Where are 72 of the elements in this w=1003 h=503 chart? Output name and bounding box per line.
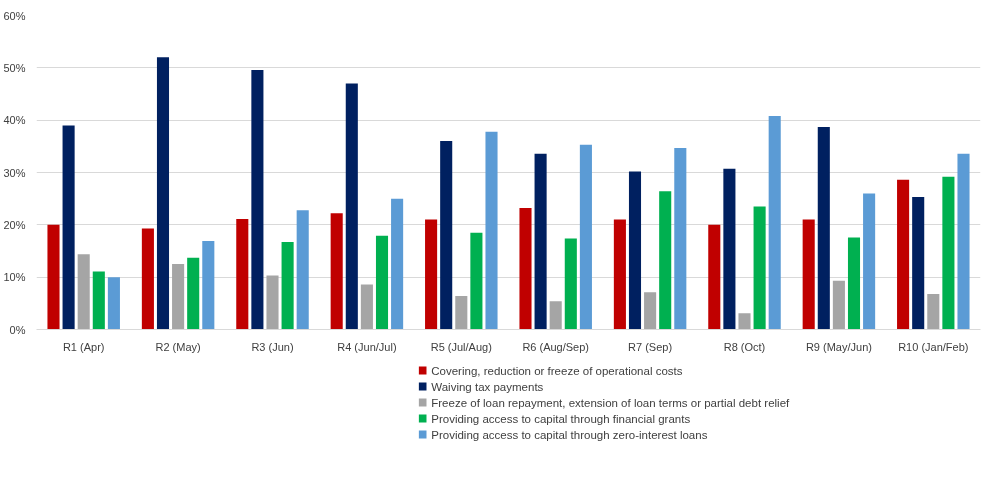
bar	[236, 219, 249, 330]
bar	[957, 153, 970, 330]
bar	[723, 168, 736, 330]
bar	[360, 284, 373, 330]
y-tick-label: 40%	[3, 114, 26, 127]
y-tick-label: 50%	[3, 61, 26, 74]
bar	[579, 144, 592, 330]
bar	[738, 313, 751, 330]
bar	[534, 153, 547, 330]
bar	[912, 197, 925, 330]
bar	[425, 219, 438, 330]
bar	[251, 69, 264, 330]
bar	[613, 219, 626, 330]
bar	[549, 301, 562, 330]
bar	[62, 125, 75, 330]
y-tick-label: 0%	[9, 323, 26, 336]
bar	[375, 235, 389, 330]
y-tick-label: 20%	[3, 218, 26, 231]
bar	[47, 224, 60, 330]
bar	[708, 224, 721, 330]
x-tick-label: R3 (Jun)	[251, 340, 294, 353]
bar	[519, 208, 532, 330]
x-tick-label: R2 (May)	[155, 340, 201, 353]
bar	[847, 237, 861, 330]
bar	[674, 147, 687, 330]
bar	[202, 241, 215, 330]
bar	[156, 57, 170, 330]
x-tick-label: R5 (Jul/Aug)	[430, 340, 492, 353]
x-tick-label: R7 (Sep)	[628, 340, 673, 353]
x-tick-label: R4 (Jun/Jul)	[337, 340, 397, 353]
legend-label: Covering, reduction or freeze of operational costs	[431, 364, 683, 377]
bar	[753, 206, 766, 330]
x-tick-label: R6 (Aug/Sep)	[522, 340, 590, 353]
bar	[659, 191, 672, 330]
bar	[266, 275, 279, 330]
bar	[832, 280, 845, 330]
bar	[485, 131, 498, 330]
y-tick-label: 10%	[3, 271, 26, 284]
legend-label: Providing access to capital through financial grants	[431, 412, 691, 425]
bar	[802, 219, 815, 330]
bar	[470, 232, 483, 330]
x-tick-label: R1 (Apr)	[62, 340, 105, 353]
bar	[172, 264, 185, 330]
bar	[141, 228, 154, 330]
x-tick-label: R10 (Jan/Feb)	[898, 340, 969, 353]
bar	[768, 115, 781, 330]
legend-label: Freeze of loan repayment, extension of loan terms or partial debt relief	[431, 396, 791, 409]
bar	[817, 126, 830, 330]
bar	[644, 292, 657, 330]
bar	[281, 242, 294, 330]
bar	[330, 213, 343, 330]
x-tick-label: R8 (Oct)	[723, 340, 766, 353]
bar	[863, 193, 876, 330]
bar	[455, 296, 468, 330]
bar	[391, 198, 404, 330]
bar	[77, 254, 90, 330]
bar	[942, 176, 955, 330]
legend-label: Providing access to capital through zero-interest loans	[431, 428, 708, 441]
y-tick-label: 60%	[3, 9, 26, 22]
legend-label: Waiving tax payments	[431, 380, 544, 393]
bar	[897, 179, 910, 330]
x-tick-label: R9 (May/Jun)	[805, 340, 872, 353]
y-tick-label: 30%	[3, 166, 26, 179]
bar	[440, 141, 453, 330]
bar	[187, 257, 200, 330]
bar	[927, 293, 940, 330]
bar	[628, 171, 642, 330]
bar	[92, 271, 105, 330]
bar	[296, 210, 309, 330]
bar	[345, 83, 358, 330]
bar	[564, 238, 577, 330]
bar	[107, 277, 120, 330]
